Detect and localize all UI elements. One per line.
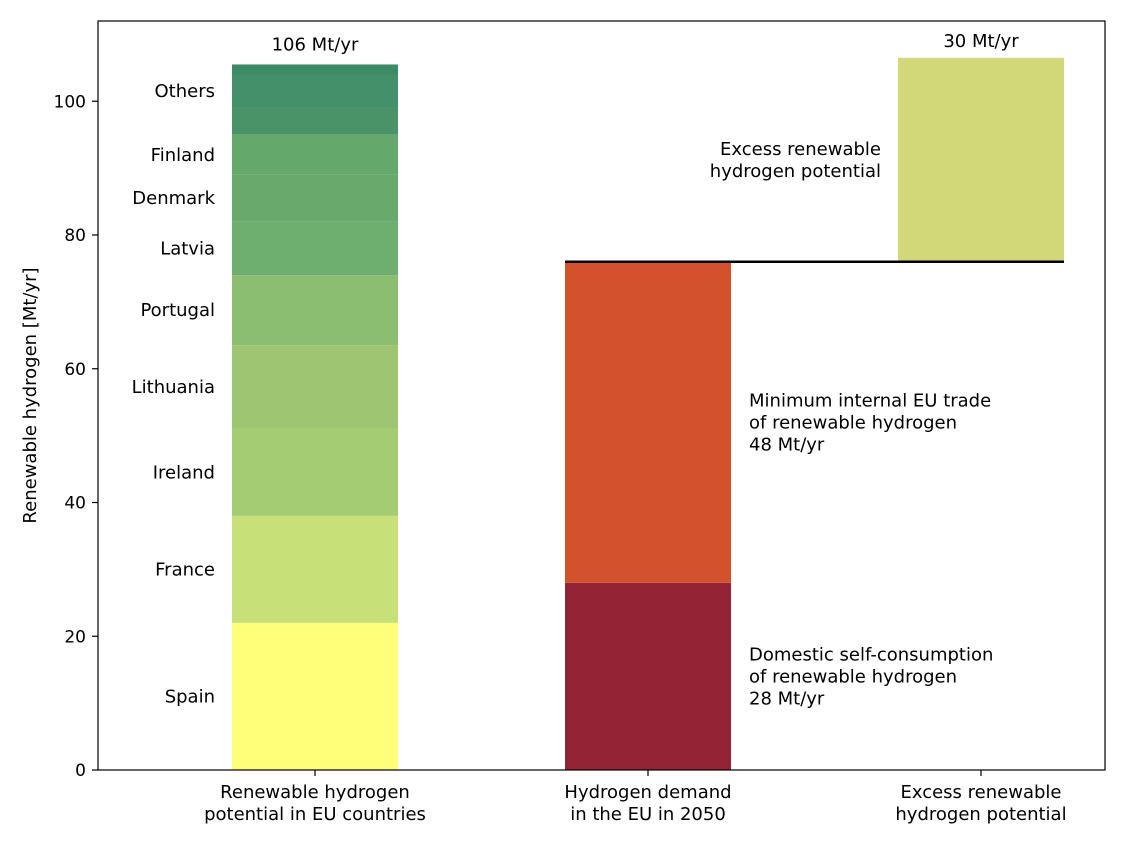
y-tick-label-80: 80 (64, 226, 86, 246)
bar-segment-denmark (232, 174, 398, 222)
bar-segment-domestic-self-consumption (565, 582, 731, 770)
bar-segment-latvia (232, 221, 398, 276)
segment-label-latvia: Latvia (160, 238, 215, 259)
annotation-excess: Excess renewable hydrogen potential (710, 139, 881, 182)
bar-segment-finland (232, 134, 398, 175)
excess-total-label: 30 Mt/yr (943, 31, 1019, 52)
segment-label-finland: Finland (151, 145, 215, 166)
potential-total-label: 106 Mt/yr (272, 34, 359, 55)
bar-segment-lithuania (232, 345, 398, 429)
segment-label-portugal: Portugal (140, 300, 215, 321)
labels: Spain France Ireland Lithuania Portugal Latvi… (132, 31, 1020, 710)
y-tick-label-40: 40 (64, 494, 86, 514)
bar-segment-excess (898, 57, 1064, 262)
x-category-label-0: Renewable hydrogen potential in EU countr… (204, 782, 426, 825)
bar-segment-others3 (232, 64, 398, 75)
x-category-label-2: Excess renewable hydrogen potential (895, 782, 1066, 825)
segment-label-others2: Others (155, 81, 216, 102)
y-tick-label-60: 60 (64, 360, 86, 380)
y-tick-label-0: 0 (75, 761, 86, 781)
segment-label-spain: Spain (165, 686, 215, 707)
y-tick-label-20: 20 (64, 627, 86, 647)
bar-segment-spain (232, 622, 398, 770)
axes: 0 20 40 60 80 100 Renewable hydrogen potential … (20, 20, 1106, 825)
annotation-domestic-self-consumption: Domestic self-consumption of renewable hy… (749, 644, 993, 709)
x-category-label-1: Hydrogen demand in the EU in 2050 (564, 782, 731, 825)
bar-segment-minimum-internal-eu-trade (565, 261, 731, 583)
bar-segments (232, 57, 1064, 770)
bar-segment-portugal (232, 275, 398, 346)
bar-segment-others1 (232, 107, 398, 135)
segment-label-france: France (155, 559, 215, 580)
segment-label-lithuania: Lithuania (132, 377, 215, 398)
segment-label-ireland: Ireland (153, 462, 215, 483)
annotation-minimum-internal-eu-trade: Minimum internal EU trade of renewable hy… (749, 390, 991, 455)
y-axis-title: Renewable hydrogen [Mt/yr] (20, 267, 41, 523)
bar-segment-others2 (232, 74, 398, 108)
plot-frame (97, 20, 1106, 771)
y-tick-label-100: 100 (54, 92, 86, 112)
bar-segment-ireland (232, 428, 398, 516)
segment-label-denmark: Denmark (132, 188, 215, 209)
bar-segment-france (232, 515, 398, 623)
